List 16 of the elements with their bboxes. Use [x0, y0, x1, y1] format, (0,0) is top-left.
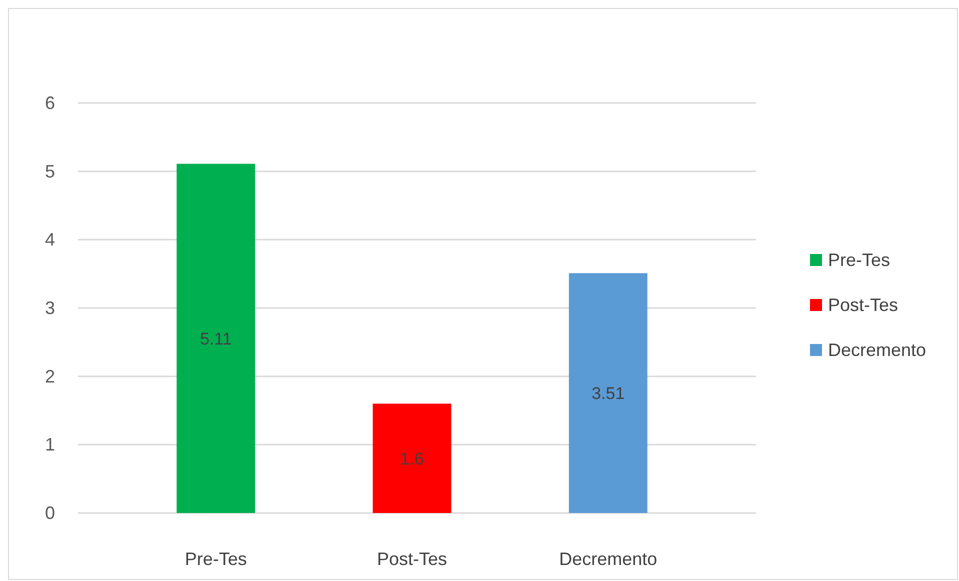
- y-tick-label: 6: [44, 93, 56, 113]
- y-tick-label: 2: [44, 366, 56, 386]
- y-tick-label: 1: [44, 434, 56, 455]
- y-tick-label: 0: [44, 503, 56, 523]
- x-tick-label: Post-Tes: [376, 549, 448, 569]
- y-tick-label: 4: [44, 230, 56, 250]
- data-label: 3.51: [592, 384, 625, 404]
- legend-label: Pre-Tes: [828, 250, 890, 270]
- legend-label: Post-Tes: [828, 295, 898, 315]
- x-tick-label: Decremento: [559, 549, 658, 569]
- data-label: 1.6: [400, 449, 424, 468]
- data-label: 5.11: [200, 329, 232, 348]
- x-tick-label: Pre-Tes: [184, 549, 247, 569]
- legend-label: Decremento: [828, 340, 926, 360]
- y-tick-label: 5: [44, 161, 56, 182]
- y-tick-label: 3: [44, 298, 56, 318]
